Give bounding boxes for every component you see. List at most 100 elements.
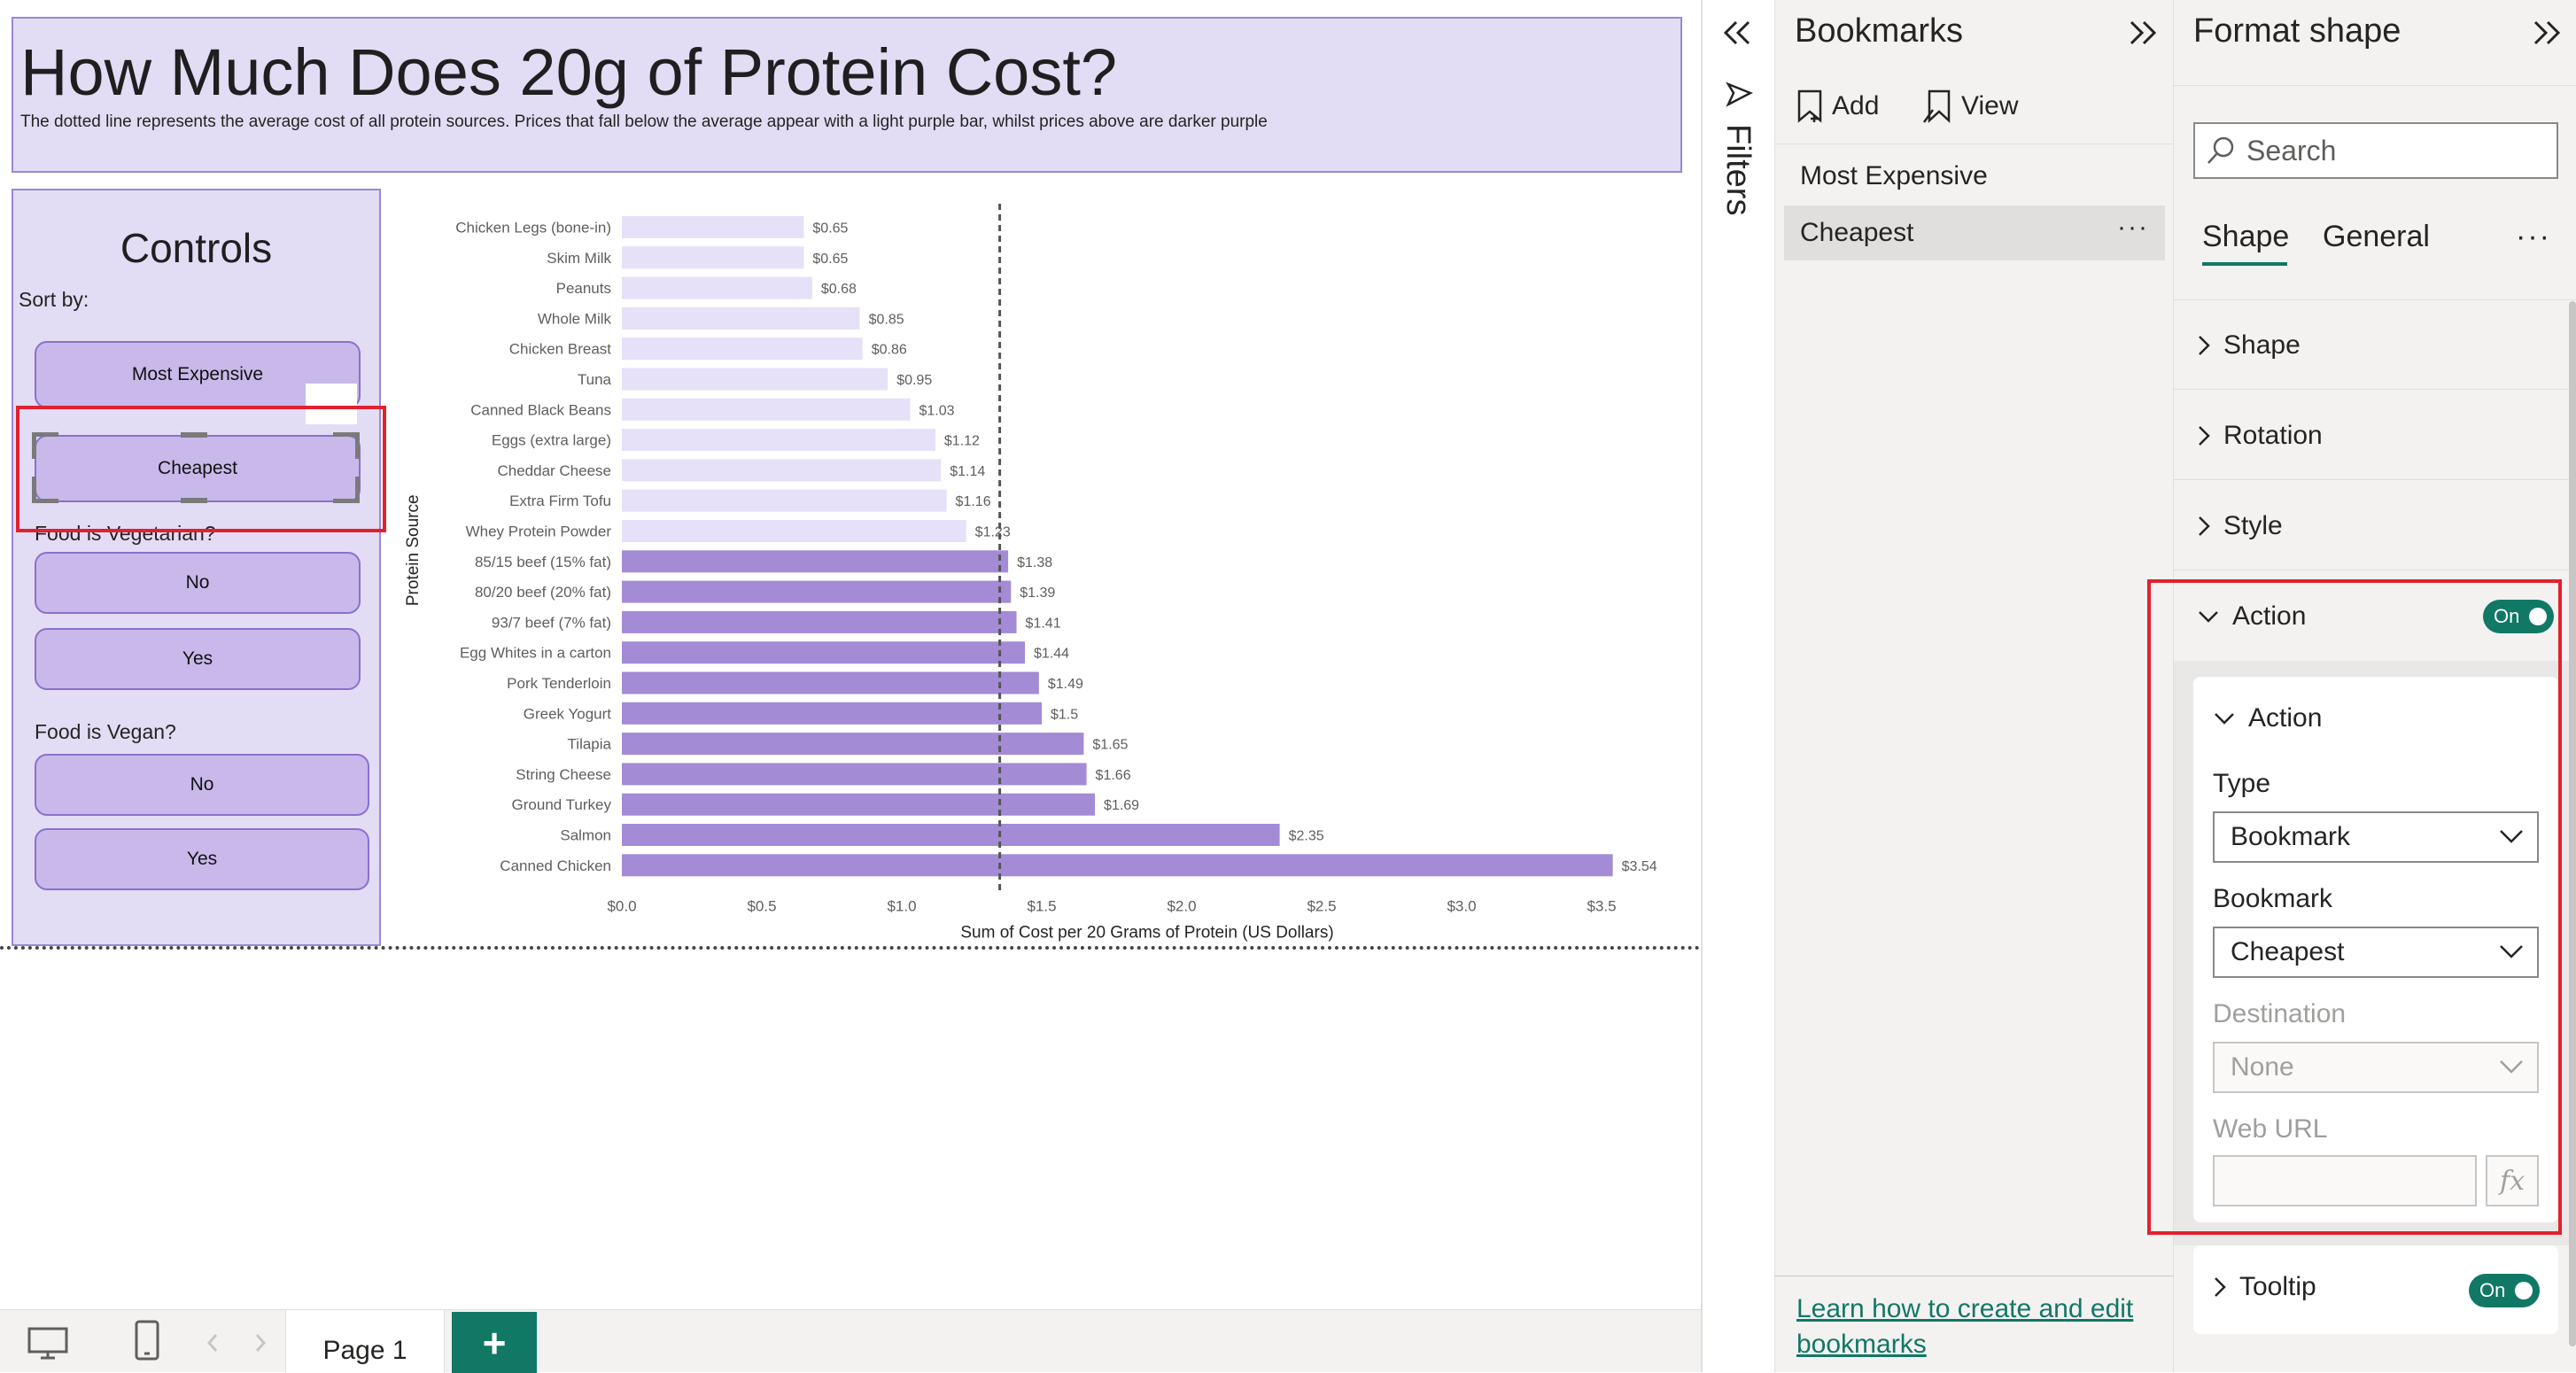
tab-shape[interactable]: Shape bbox=[2202, 220, 2290, 253]
collapse-bookmarks-icon[interactable] bbox=[2128, 19, 2160, 46]
x-tick-label: $1.5 bbox=[1027, 898, 1056, 915]
bookmark-item-most-expensive[interactable]: Most Expensive bbox=[1800, 161, 1988, 190]
chart-bar[interactable] bbox=[622, 610, 1017, 633]
vegetarian-yes-button[interactable]: Yes bbox=[35, 628, 361, 690]
type-dropdown[interactable]: Bookmark bbox=[2213, 811, 2539, 863]
category-label: Whole Milk bbox=[538, 310, 612, 327]
controls-panel: Controls Sort by: Most Expensive Cheapes… bbox=[12, 189, 381, 946]
x-tick-label: $3.5 bbox=[1587, 898, 1616, 915]
search-placeholder: Search bbox=[2246, 134, 2337, 167]
page-tab-page1[interactable]: Page 1 bbox=[285, 1310, 445, 1373]
chart-bar[interactable] bbox=[622, 671, 1039, 694]
filters-label[interactable]: Filters bbox=[1719, 124, 1757, 216]
chart-bar[interactable] bbox=[622, 520, 966, 542]
mobile-view-icon[interactable] bbox=[133, 1319, 161, 1363]
learn-bookmarks-link[interactable]: Learn how to create and edit bookmarks bbox=[1796, 1294, 2134, 1359]
chart-bar[interactable] bbox=[622, 246, 804, 269]
resize-handle-bottom[interactable] bbox=[181, 498, 207, 503]
action-card-title: Action bbox=[2248, 703, 2323, 733]
resize-handle-top-left[interactable] bbox=[32, 432, 58, 459]
category-label: Extra Firm Tofu bbox=[509, 493, 611, 509]
x-tick-label: $1.0 bbox=[887, 898, 916, 915]
data-label: $0.86 bbox=[872, 343, 907, 358]
chevron-right-icon bbox=[2215, 1277, 2226, 1297]
report-title: How Much Does 20g of Protein Cost? bbox=[20, 35, 1118, 109]
chart-bar[interactable] bbox=[622, 641, 1026, 664]
category-label: Chicken Breast bbox=[509, 341, 612, 358]
data-label: $1.5 bbox=[1051, 707, 1078, 722]
chart-bar[interactable] bbox=[622, 702, 1042, 725]
tooltip-toggle[interactable]: On bbox=[2469, 1274, 2540, 1307]
resize-handle-top-right[interactable] bbox=[333, 432, 360, 459]
tab-general[interactable]: General bbox=[2323, 220, 2430, 253]
section-rotation-label: Rotation bbox=[2223, 420, 2323, 450]
add-page-button[interactable]: + bbox=[452, 1312, 537, 1373]
divider bbox=[2174, 299, 2576, 300]
sort-most-expensive-button[interactable]: Most Expensive bbox=[35, 341, 361, 408]
bookmark-more-options-icon[interactable]: ··· bbox=[2117, 213, 2149, 242]
bookmark-view-icon bbox=[1922, 89, 1951, 123]
vegan-yes-button[interactable]: Yes bbox=[35, 828, 369, 890]
chart-bar[interactable] bbox=[622, 489, 947, 512]
tooltip-card[interactable]: Tooltip On bbox=[2193, 1245, 2558, 1334]
chart-bar[interactable] bbox=[622, 429, 935, 452]
vegetarian-no-button[interactable]: No bbox=[35, 552, 361, 614]
data-label: $1.65 bbox=[1092, 738, 1128, 753]
report-subtitle: The dotted line represents the average c… bbox=[20, 112, 1268, 131]
filters-pane: Filters bbox=[1701, 0, 1774, 1372]
data-label: $2.35 bbox=[1289, 829, 1324, 844]
section-style[interactable]: Style bbox=[2174, 482, 2576, 570]
tooltip-header[interactable]: Tooltip bbox=[2213, 1272, 2316, 1302]
format-search-input[interactable]: Search bbox=[2193, 122, 2558, 179]
chart-bar[interactable] bbox=[622, 550, 1009, 573]
action-card-header[interactable]: Action bbox=[2213, 703, 2322, 733]
chart-bar[interactable] bbox=[622, 398, 911, 421]
chart-bar[interactable] bbox=[622, 337, 863, 361]
format-more-options-icon[interactable]: ··· bbox=[2516, 220, 2551, 253]
bookmarks-pane: Bookmarks Add View Most Expensive Cheape… bbox=[1774, 0, 2174, 1372]
next-page-icon[interactable] bbox=[253, 1333, 268, 1353]
protein-cost-bar-chart[interactable]: Chicken Legs (bone-in) $0.65 Skim Milk $0.6… bbox=[397, 195, 1672, 948]
chart-bar[interactable] bbox=[622, 733, 1084, 756]
section-action[interactable]: Action bbox=[2174, 572, 2576, 661]
previous-page-icon[interactable] bbox=[206, 1333, 220, 1353]
chart-bar[interactable] bbox=[622, 276, 812, 299]
resize-handle-bottom-left[interactable] bbox=[32, 477, 58, 503]
category-label: Canned Chicken bbox=[500, 857, 611, 874]
add-bookmark-button[interactable]: Add bbox=[1796, 89, 1879, 124]
data-label: $1.44 bbox=[1034, 647, 1069, 662]
chart-bar[interactable] bbox=[622, 216, 804, 238]
expand-filters-icon[interactable] bbox=[1722, 19, 1754, 46]
chart-bar[interactable] bbox=[622, 793, 1096, 816]
chart-bar[interactable] bbox=[622, 854, 1613, 877]
chart-bar[interactable] bbox=[622, 580, 1012, 603]
category-label: Eggs (extra large) bbox=[492, 432, 611, 449]
data-label: $1.03 bbox=[919, 403, 954, 418]
format-pane-scrollbar[interactable] bbox=[2569, 301, 2576, 1346]
chart-bar[interactable] bbox=[622, 459, 942, 482]
desktop-view-icon[interactable] bbox=[27, 1326, 71, 1361]
bookmark-dropdown[interactable]: Cheapest bbox=[2213, 927, 2539, 978]
chart-bar[interactable] bbox=[622, 824, 1280, 846]
category-label: Skim Milk bbox=[547, 250, 611, 267]
chart-bar[interactable] bbox=[622, 763, 1087, 786]
chevron-down-icon bbox=[2500, 1060, 2523, 1074]
chart-bar[interactable] bbox=[622, 306, 860, 330]
view-bookmarks-button[interactable]: View bbox=[1922, 89, 2018, 124]
bookmark-item-cheapest[interactable]: Cheapest ··· bbox=[1784, 206, 2165, 260]
toggle-knob bbox=[2515, 1282, 2533, 1299]
destination-dropdown-value: None bbox=[2231, 1052, 2294, 1082]
action-toggle[interactable]: On bbox=[2483, 600, 2554, 633]
vegan-no-button[interactable]: No bbox=[35, 754, 369, 816]
chart-bar[interactable] bbox=[622, 368, 888, 391]
collapse-format-icon[interactable] bbox=[2532, 19, 2564, 46]
format-shape-pane: Format shape Search Shape General ··· Sh… bbox=[2173, 0, 2576, 1372]
resize-handle-top[interactable] bbox=[181, 432, 207, 438]
resize-handle-bottom-right[interactable] bbox=[333, 477, 360, 503]
section-shape[interactable]: Shape bbox=[2174, 301, 2576, 390]
y-axis-title: Protein Source bbox=[404, 494, 423, 606]
section-rotation[interactable]: Rotation bbox=[2174, 392, 2576, 480]
title-textbox[interactable]: How Much Does 20g of Protein Cost? The d… bbox=[12, 17, 1682, 173]
controls-title: Controls bbox=[120, 225, 273, 271]
section-shape-label: Shape bbox=[2223, 330, 2301, 360]
